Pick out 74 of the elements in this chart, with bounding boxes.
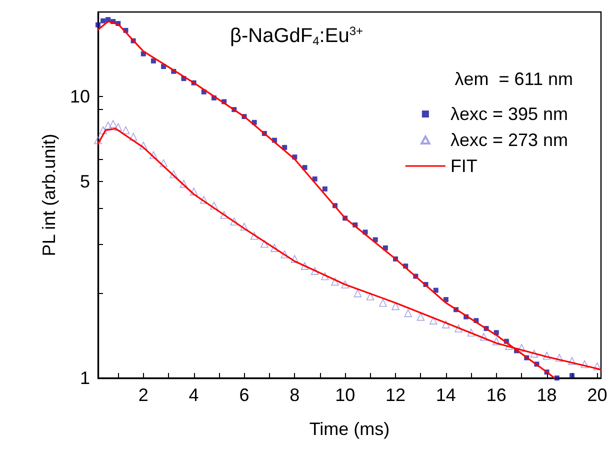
point <box>150 151 158 159</box>
point <box>139 142 148 150</box>
point <box>341 280 349 288</box>
legend-label: λexc = 395 nm <box>450 104 568 124</box>
x-tick-label: 4 <box>188 385 199 405</box>
point <box>480 332 488 341</box>
point <box>96 22 100 28</box>
point <box>392 302 400 310</box>
point <box>570 373 575 378</box>
point <box>331 278 339 286</box>
point <box>240 222 248 231</box>
point <box>556 354 564 362</box>
point <box>505 342 513 350</box>
point <box>518 344 526 352</box>
point <box>99 126 107 134</box>
point <box>280 250 288 258</box>
point <box>454 324 462 332</box>
point <box>104 122 112 130</box>
point <box>220 211 228 219</box>
point <box>94 136 102 144</box>
x-tick-label: 8 <box>290 385 300 405</box>
y-axis-title: PL int (arb.unit) <box>39 134 59 256</box>
point <box>200 196 208 204</box>
y-tick-label: 10 <box>70 86 90 107</box>
x-tick-label: 18 <box>536 385 557 405</box>
point <box>354 289 362 298</box>
point <box>554 376 560 380</box>
point <box>109 120 118 128</box>
point <box>379 298 387 307</box>
point <box>270 244 278 252</box>
point <box>492 337 500 346</box>
x-tick-label: 16 <box>486 385 506 405</box>
x-tick-label: 20 <box>587 385 608 405</box>
legend-label: FIT <box>450 156 478 176</box>
point <box>230 218 238 226</box>
x-tick-label: 12 <box>386 385 406 405</box>
point <box>250 232 258 240</box>
point <box>290 255 299 263</box>
point <box>404 309 412 318</box>
point <box>366 292 374 300</box>
legend-title: λem = 611 nm <box>454 69 574 89</box>
point <box>467 328 476 337</box>
point <box>160 159 168 168</box>
x-tick-label: 10 <box>335 385 356 405</box>
x-tick-label: 6 <box>239 385 250 405</box>
x-tick-label: 2 <box>138 385 148 405</box>
point <box>310 267 319 275</box>
point <box>122 126 130 134</box>
point <box>568 357 576 365</box>
point <box>190 188 198 196</box>
y-tick-label: 5 <box>80 171 90 192</box>
point <box>442 320 450 328</box>
point <box>530 350 538 358</box>
point <box>129 132 138 141</box>
x-axis-title: Time (ms) <box>309 419 390 439</box>
point <box>114 123 122 131</box>
point <box>321 272 329 280</box>
x-tick-label: 14 <box>436 385 456 405</box>
legend-label: λexc = 273 nm <box>450 130 568 150</box>
point <box>580 360 589 368</box>
point <box>180 180 188 188</box>
point <box>210 202 218 210</box>
point <box>542 352 551 360</box>
point <box>170 170 178 178</box>
point <box>260 240 268 248</box>
point <box>100 18 106 24</box>
point <box>429 316 438 324</box>
point <box>150 58 156 64</box>
point <box>593 362 602 370</box>
point <box>416 312 425 321</box>
point <box>300 262 309 270</box>
point <box>433 288 438 293</box>
y-tick-label: 1 <box>80 368 90 388</box>
point <box>322 186 328 192</box>
